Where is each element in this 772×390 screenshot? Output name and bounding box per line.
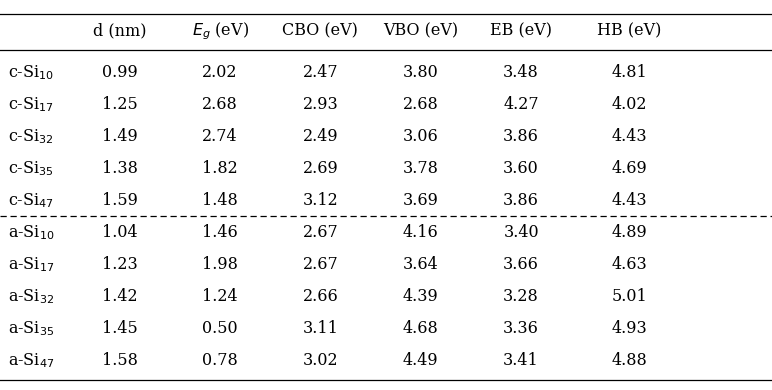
Text: 4.39: 4.39 [403,288,438,305]
Text: 2.74: 2.74 [202,128,238,145]
Text: 2.66: 2.66 [303,288,338,305]
Text: 1.48: 1.48 [202,192,238,209]
Text: $E_g$ (eV): $E_g$ (eV) [191,20,249,42]
Text: 2.68: 2.68 [403,96,438,113]
Text: CBO (eV): CBO (eV) [283,23,358,40]
Text: 2.93: 2.93 [303,96,338,113]
Text: 3.02: 3.02 [303,352,338,369]
Text: EB (eV): EB (eV) [490,23,552,40]
Text: 3.86: 3.86 [503,192,539,209]
Text: 3.64: 3.64 [403,256,438,273]
Text: 3.12: 3.12 [303,192,338,209]
Text: a-Si$_{47}$: a-Si$_{47}$ [8,351,54,370]
Text: c-Si$_{10}$: c-Si$_{10}$ [8,63,54,82]
Text: 4.93: 4.93 [611,320,647,337]
Text: 2.47: 2.47 [303,64,338,81]
Text: 4.43: 4.43 [611,192,647,209]
Text: 3.40: 3.40 [503,224,539,241]
Text: d (nm): d (nm) [93,23,147,40]
Text: 3.69: 3.69 [403,192,438,209]
Text: 3.28: 3.28 [503,288,539,305]
Text: a-Si$_{10}$: a-Si$_{10}$ [8,223,54,242]
Text: a-Si$_{35}$: a-Si$_{35}$ [8,319,54,338]
Text: 1.04: 1.04 [102,224,137,241]
Text: 1.46: 1.46 [202,224,238,241]
Text: c-Si$_{17}$: c-Si$_{17}$ [8,95,53,114]
Text: 3.41: 3.41 [503,352,539,369]
Text: 4.49: 4.49 [403,352,438,369]
Text: VBO (eV): VBO (eV) [383,23,459,40]
Text: 1.82: 1.82 [202,160,238,177]
Text: c-Si$_{32}$: c-Si$_{32}$ [8,127,53,146]
Text: 3.11: 3.11 [303,320,338,337]
Text: 0.78: 0.78 [202,352,238,369]
Text: 1.23: 1.23 [102,256,137,273]
Text: 3.80: 3.80 [403,64,438,81]
Text: 4.81: 4.81 [611,64,647,81]
Text: c-Si$_{47}$: c-Si$_{47}$ [8,191,53,210]
Text: 4.89: 4.89 [611,224,647,241]
Text: 1.38: 1.38 [102,160,137,177]
Text: 3.86: 3.86 [503,128,539,145]
Text: 3.48: 3.48 [503,64,539,81]
Text: 2.49: 2.49 [303,128,338,145]
Text: 4.68: 4.68 [403,320,438,337]
Text: 2.69: 2.69 [303,160,338,177]
Text: 1.49: 1.49 [102,128,137,145]
Text: 0.99: 0.99 [102,64,137,81]
Text: 3.66: 3.66 [503,256,539,273]
Text: 1.58: 1.58 [102,352,137,369]
Text: c-Si$_{35}$: c-Si$_{35}$ [8,159,53,178]
Text: 4.16: 4.16 [403,224,438,241]
Text: 3.36: 3.36 [503,320,539,337]
Text: 2.67: 2.67 [303,256,338,273]
Text: a-Si$_{17}$: a-Si$_{17}$ [8,255,54,274]
Text: 3.78: 3.78 [403,160,438,177]
Text: 1.25: 1.25 [102,96,137,113]
Text: 0.50: 0.50 [202,320,238,337]
Text: 4.27: 4.27 [503,96,539,113]
Text: 1.42: 1.42 [102,288,137,305]
Text: 3.06: 3.06 [403,128,438,145]
Text: 1.98: 1.98 [202,256,238,273]
Text: 4.69: 4.69 [611,160,647,177]
Text: 4.43: 4.43 [611,128,647,145]
Text: 3.60: 3.60 [503,160,539,177]
Text: 4.63: 4.63 [611,256,647,273]
Text: a-Si$_{32}$: a-Si$_{32}$ [8,287,54,306]
Text: 1.24: 1.24 [202,288,238,305]
Text: 1.45: 1.45 [102,320,137,337]
Text: 2.68: 2.68 [202,96,238,113]
Text: 2.02: 2.02 [202,64,238,81]
Text: 4.88: 4.88 [611,352,647,369]
Text: 1.59: 1.59 [102,192,137,209]
Text: 4.02: 4.02 [611,96,647,113]
Text: 5.01: 5.01 [611,288,647,305]
Text: 2.67: 2.67 [303,224,338,241]
Text: HB (eV): HB (eV) [597,23,662,40]
